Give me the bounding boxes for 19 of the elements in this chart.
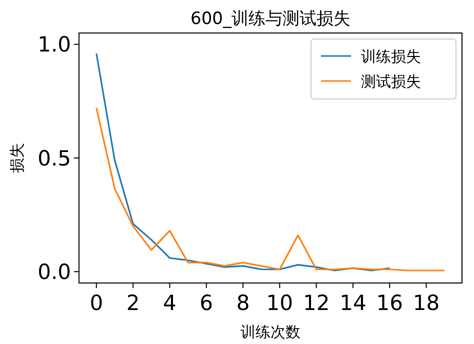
legend-label: 测试损失	[361, 72, 421, 90]
x-tick-label: 18	[412, 291, 440, 315]
x-axis-title: 训练次数	[240, 323, 300, 341]
x-tick-label: 12	[302, 291, 330, 315]
chart-title: 600_训练与测试损失	[190, 9, 350, 29]
y-tick-label: 0.0	[38, 260, 71, 284]
x-tick-label: 0	[90, 291, 104, 315]
x-tick-label: 2	[126, 291, 140, 315]
line-series	[96, 107, 446, 272]
x-tick-label: 10	[266, 291, 294, 315]
x-tick-label: 16	[376, 291, 403, 315]
x-tick-label: 4	[163, 291, 176, 315]
x-tick-label: 6	[200, 291, 214, 315]
y-axis-title: 损失	[8, 143, 26, 173]
x-tick-label: 14	[340, 291, 366, 315]
y-tick-label: 0.5	[38, 146, 71, 170]
y-tick-label: 1.0	[38, 32, 71, 57]
x-tick-label: 8	[236, 291, 250, 315]
legend-label: 训练损失	[361, 47, 421, 66]
